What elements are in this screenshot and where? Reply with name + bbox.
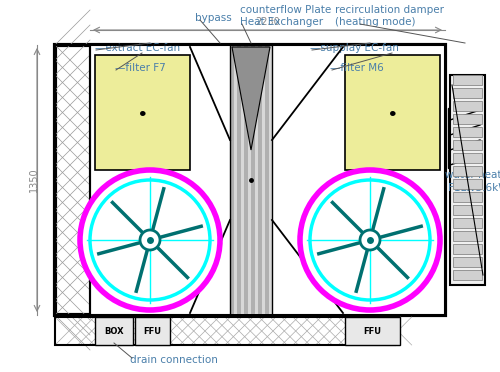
- Text: F1LW3.6kW: F1LW3.6kW: [448, 183, 500, 193]
- Bar: [95, 317, 133, 345]
- Text: —extract EC-fan: —extract EC-fan: [95, 43, 180, 53]
- Bar: [453, 231, 482, 241]
- Text: —supplay EC-fan: —supplay EC-fan: [310, 43, 399, 53]
- Bar: [90, 45, 445, 315]
- Circle shape: [80, 170, 220, 310]
- Bar: [453, 218, 482, 228]
- Bar: [345, 317, 400, 345]
- Bar: [453, 244, 482, 254]
- Circle shape: [310, 180, 430, 300]
- Bar: [453, 179, 482, 189]
- Bar: [244, 46, 248, 314]
- Bar: [248, 46, 251, 314]
- Bar: [453, 88, 482, 98]
- Text: —filter F7: —filter F7: [115, 63, 166, 73]
- Bar: [453, 270, 482, 280]
- Bar: [453, 153, 482, 163]
- Bar: [448, 108, 483, 168]
- Text: recirculation damper: recirculation damper: [335, 5, 444, 15]
- Bar: [240, 46, 244, 314]
- Bar: [237, 46, 240, 314]
- Bar: [265, 46, 268, 314]
- Bar: [55, 317, 395, 345]
- Text: 2230: 2230: [255, 17, 280, 27]
- Text: bypass: bypass: [195, 13, 232, 23]
- Bar: [258, 46, 262, 314]
- Text: Heat Exchanger: Heat Exchanger: [240, 17, 323, 27]
- Bar: [254, 46, 258, 314]
- Circle shape: [360, 230, 380, 250]
- Text: —filter M6: —filter M6: [330, 63, 384, 73]
- Bar: [453, 140, 482, 150]
- Bar: [450, 75, 485, 285]
- Bar: [234, 46, 237, 314]
- Bar: [453, 166, 482, 176]
- Text: drain connection: drain connection: [130, 355, 218, 365]
- Text: FFU: FFU: [144, 327, 162, 336]
- Text: BOX: BOX: [104, 327, 124, 336]
- Bar: [95, 55, 190, 170]
- Bar: [251, 46, 254, 314]
- Text: 1350: 1350: [29, 168, 39, 192]
- Polygon shape: [232, 47, 270, 150]
- Bar: [453, 114, 482, 124]
- Circle shape: [300, 170, 440, 310]
- Bar: [230, 46, 234, 314]
- Bar: [453, 257, 482, 267]
- Bar: [55, 45, 90, 315]
- Text: FFU: FFU: [364, 327, 382, 336]
- Circle shape: [140, 230, 160, 250]
- Bar: [345, 55, 440, 170]
- Bar: [268, 46, 272, 314]
- Bar: [55, 45, 445, 315]
- Bar: [453, 205, 482, 215]
- Bar: [453, 101, 482, 111]
- Bar: [453, 127, 482, 137]
- Text: water heater: water heater: [445, 170, 500, 180]
- Bar: [262, 46, 265, 314]
- Bar: [135, 317, 170, 345]
- Bar: [453, 75, 482, 85]
- Bar: [453, 192, 482, 202]
- Circle shape: [90, 180, 210, 300]
- Bar: [230, 45, 272, 315]
- Text: (heating mode): (heating mode): [335, 17, 415, 27]
- Text: counterflow Plate: counterflow Plate: [240, 5, 331, 15]
